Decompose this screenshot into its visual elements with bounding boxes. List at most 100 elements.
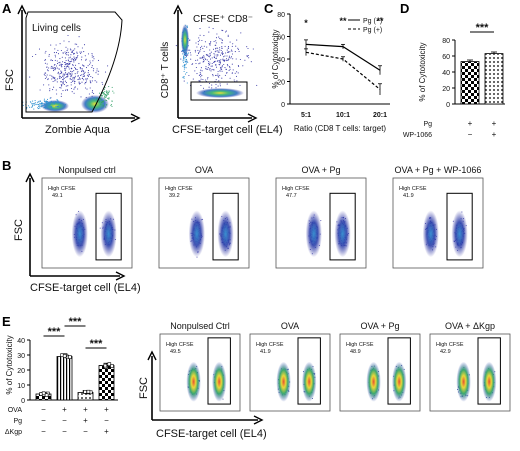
event-dot	[42, 105, 44, 107]
event-dot	[183, 68, 185, 70]
event-dot	[74, 82, 76, 84]
event-dot	[54, 80, 56, 82]
event-dot	[195, 59, 197, 61]
event-dot	[219, 83, 221, 85]
event-dot	[53, 52, 55, 54]
gate-label: High CFSE	[165, 186, 193, 192]
event-dot	[110, 103, 112, 106]
event-dot	[215, 57, 217, 59]
event-dot	[45, 103, 48, 105]
event-dot	[221, 70, 223, 72]
event-dot	[87, 72, 89, 74]
event-dot	[221, 77, 223, 79]
event-dot	[210, 70, 212, 72]
event-dot	[80, 96, 82, 98]
event-dot	[195, 62, 197, 65]
bar	[98, 365, 115, 401]
event-dot	[203, 45, 205, 47]
event-dot	[96, 81, 98, 83]
event-dot	[56, 81, 58, 83]
density-core	[100, 210, 117, 258]
event-dot	[39, 100, 42, 102]
event-dot	[57, 49, 59, 51]
event-dot	[227, 46, 230, 48]
event-dot	[31, 55, 34, 58]
event-dot	[225, 68, 227, 70]
event-dot	[78, 77, 81, 79]
event-dot	[65, 63, 67, 65]
event-dot	[90, 62, 92, 64]
flow-plot-title: OVA + Pg + WP-1066	[395, 165, 482, 175]
event-dot	[83, 65, 85, 67]
event-dot	[89, 80, 91, 82]
event-dot	[57, 53, 60, 55]
event-dot	[237, 47, 239, 49]
event-dot	[207, 68, 209, 70]
event-dot	[43, 100, 45, 102]
high-cfse-gate	[387, 337, 411, 405]
y-axis-arrow	[173, 4, 183, 15]
event-dot	[53, 101, 55, 103]
y-tick-label: 0	[21, 398, 25, 405]
event-dot	[219, 49, 221, 51]
event-dot	[45, 50, 47, 52]
event-dot	[252, 48, 254, 50]
event-dot	[210, 51, 212, 53]
event-dot	[202, 87, 205, 89]
event-dot	[198, 74, 200, 76]
event-dot	[185, 67, 187, 69]
event-dot	[50, 67, 52, 69]
event-dot	[40, 103, 42, 105]
bar	[56, 356, 73, 401]
event-dot	[223, 59, 225, 61]
event-dot	[99, 100, 101, 102]
event-dot	[199, 57, 201, 59]
event-dot	[107, 65, 109, 67]
replicate-point	[44, 393, 49, 398]
event-dot	[77, 88, 79, 90]
event-dot	[219, 61, 221, 63]
event-dot	[29, 106, 31, 108]
event-dot	[57, 101, 59, 103]
event-dot	[68, 41, 70, 43]
event-dot	[59, 58, 61, 60]
event-dot	[62, 73, 64, 75]
event-dot	[61, 66, 63, 68]
event-dot	[44, 77, 46, 80]
event-dot	[108, 97, 110, 99]
event-dot	[200, 46, 202, 49]
event-dot	[58, 62, 60, 64]
event-dot	[88, 73, 91, 75]
event-dot	[34, 102, 36, 104]
event-dot	[229, 41, 231, 43]
event-dot	[73, 77, 75, 79]
event-dot	[86, 77, 88, 79]
event-dot	[228, 69, 230, 71]
event-dot	[209, 69, 211, 71]
event-dot	[218, 80, 220, 82]
event-dot	[215, 44, 217, 46]
event-dot	[37, 107, 39, 109]
event-dot	[78, 82, 80, 84]
event-dot	[232, 58, 234, 60]
event-dot	[96, 97, 98, 99]
event-dot	[73, 60, 75, 62]
event-dot	[207, 62, 210, 64]
event-dot	[207, 76, 209, 79]
event-dot	[66, 54, 68, 56]
high-cfse-gate	[446, 192, 473, 261]
event-dot	[187, 52, 190, 54]
event-dot	[44, 74, 46, 77]
event-dot	[60, 103, 62, 105]
event-dot	[199, 39, 201, 41]
event-dot	[84, 81, 86, 84]
event-dot	[55, 101, 57, 103]
significance-mark: ***	[90, 338, 104, 350]
event-dot	[208, 82, 211, 85]
event-dot	[226, 63, 228, 66]
event-dot	[220, 52, 222, 54]
event-dot	[46, 102, 48, 104]
bar	[484, 53, 504, 105]
event-dot	[215, 64, 217, 66]
